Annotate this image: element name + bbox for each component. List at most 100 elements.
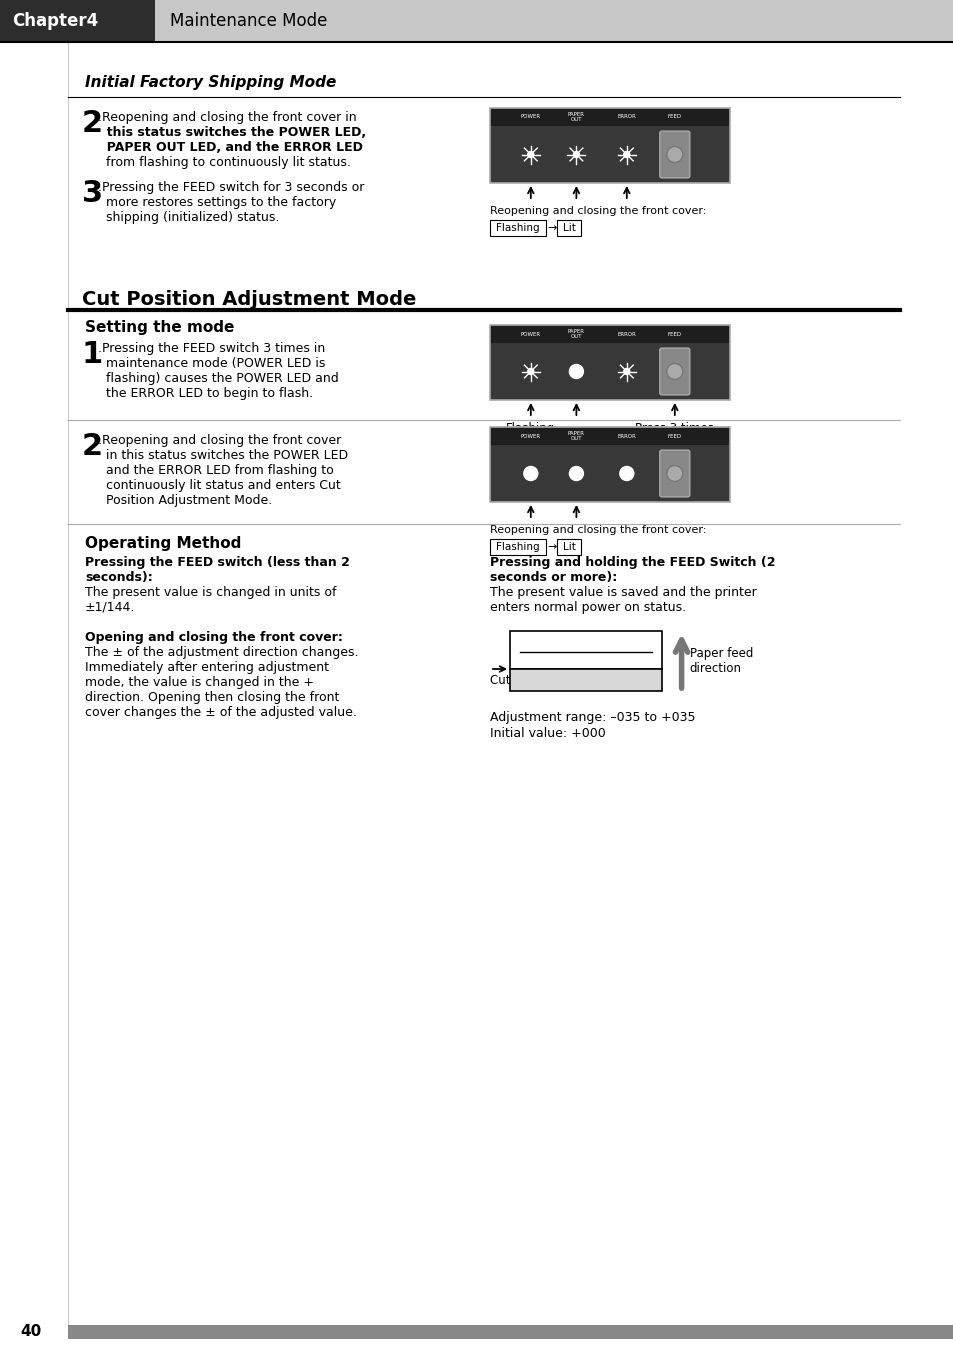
Text: Initial value: +000: Initial value: +000	[490, 727, 605, 740]
Text: PAPER OUT LED, and the ERROR LED: PAPER OUT LED, and the ERROR LED	[98, 141, 362, 154]
Text: flashing) causes the POWER LED and: flashing) causes the POWER LED and	[98, 372, 338, 385]
Text: ERROR: ERROR	[617, 434, 636, 438]
Bar	[490, 324, 729, 400]
Text: Flashing: Flashing	[496, 542, 539, 552]
Text: POWER: POWER	[520, 331, 540, 337]
Circle shape	[569, 365, 583, 379]
Bar	[510, 669, 661, 691]
Bar	[490, 427, 729, 502]
Bar	[490, 343, 729, 400]
Text: The present value is saved and the printer: The present value is saved and the print…	[490, 585, 756, 599]
Text: 1: 1	[82, 339, 103, 369]
Circle shape	[527, 369, 534, 375]
Bar	[490, 108, 729, 183]
Text: ERROR: ERROR	[617, 115, 636, 119]
Text: 2: 2	[82, 110, 103, 138]
Text: the ERROR LED to begin to flash.: the ERROR LED to begin to flash.	[98, 387, 313, 400]
Text: Operating Method: Operating Method	[85, 535, 241, 552]
Text: 2: 2	[82, 433, 103, 461]
Text: Position Adjustment Mode.: Position Adjustment Mode.	[98, 493, 272, 507]
Text: 40: 40	[20, 1325, 41, 1340]
Text: mode, the value is changed in the +: mode, the value is changed in the +	[85, 676, 314, 690]
Text: ±1/144.: ±1/144.	[85, 602, 135, 614]
Text: Cut Position Adjustment Mode: Cut Position Adjustment Mode	[82, 289, 416, 310]
Text: FEED: FEED	[667, 434, 681, 438]
Text: Chapter4: Chapter4	[12, 12, 98, 30]
Circle shape	[623, 369, 629, 375]
Text: .Pressing the FEED switch 3 times in: .Pressing the FEED switch 3 times in	[98, 342, 325, 356]
Text: .Pressing the FEED switch for 3 seconds or: .Pressing the FEED switch for 3 seconds …	[98, 181, 364, 193]
Text: FEED: FEED	[667, 115, 681, 119]
Bar	[557, 220, 580, 237]
Text: →: →	[547, 223, 557, 233]
Circle shape	[619, 466, 633, 480]
Text: direction. Opening then closing the front: direction. Opening then closing the fron…	[85, 691, 339, 704]
Bar	[68, 1325, 953, 1338]
Text: Press 3 times: Press 3 times	[635, 422, 714, 435]
Bar	[490, 539, 545, 556]
Text: Lit: Lit	[562, 542, 575, 552]
Bar	[490, 427, 729, 445]
Text: Maintenance Mode: Maintenance Mode	[170, 12, 327, 30]
Bar	[557, 539, 580, 556]
Text: shipping (initialized) status.: shipping (initialized) status.	[98, 211, 279, 224]
Circle shape	[527, 151, 534, 157]
Text: Flashing: Flashing	[506, 422, 555, 435]
Text: 3: 3	[82, 178, 103, 208]
Text: →: →	[547, 542, 557, 552]
Bar	[490, 324, 729, 343]
Text: PAPER
OUT: PAPER OUT	[567, 431, 584, 441]
Text: Paper feed
direction: Paper feed direction	[689, 648, 752, 675]
Bar	[154, 0, 953, 42]
Text: Reopening and closing the front cover:: Reopening and closing the front cover:	[490, 206, 705, 216]
Text: enters normal power on status.: enters normal power on status.	[490, 602, 685, 614]
Text: FEED: FEED	[667, 331, 681, 337]
Text: Pressing the FEED switch (less than 2: Pressing the FEED switch (less than 2	[85, 556, 350, 569]
Text: Adjustment range: –035 to +035: Adjustment range: –035 to +035	[490, 711, 695, 725]
Text: .Reopening and closing the front cover in: .Reopening and closing the front cover i…	[98, 111, 356, 124]
Text: Initial Factory Shipping Mode: Initial Factory Shipping Mode	[85, 74, 336, 91]
Bar	[490, 445, 729, 502]
Bar	[490, 220, 545, 237]
Text: ERROR: ERROR	[617, 331, 636, 337]
Text: The present value is changed in units of: The present value is changed in units of	[85, 585, 336, 599]
Text: PAPER
OUT: PAPER OUT	[567, 329, 584, 339]
Text: Opening and closing the front cover:: Opening and closing the front cover:	[85, 631, 342, 644]
Text: more restores settings to the factory: more restores settings to the factory	[98, 196, 335, 210]
Text: Lit: Lit	[562, 223, 575, 233]
Circle shape	[623, 151, 629, 157]
Text: Immediately after entering adjustment: Immediately after entering adjustment	[85, 661, 329, 675]
Text: maintenance mode (POWER LED is: maintenance mode (POWER LED is	[98, 357, 325, 370]
Circle shape	[523, 466, 537, 480]
Text: The ± of the adjustment direction changes.: The ± of the adjustment direction change…	[85, 646, 358, 658]
FancyBboxPatch shape	[659, 131, 689, 178]
Text: this status switches the POWER LED,: this status switches the POWER LED,	[98, 126, 366, 139]
Text: Flashing: Flashing	[496, 223, 539, 233]
Circle shape	[666, 364, 682, 380]
Text: in this status switches the POWER LED: in this status switches the POWER LED	[98, 449, 348, 462]
Circle shape	[573, 151, 578, 157]
Circle shape	[666, 146, 682, 162]
Text: seconds):: seconds):	[85, 571, 152, 584]
Text: from flashing to continuously lit status.: from flashing to continuously lit status…	[98, 155, 351, 169]
Text: seconds or more):: seconds or more):	[490, 571, 617, 584]
Text: Pressing and holding the FEED Switch (2: Pressing and holding the FEED Switch (2	[490, 556, 775, 569]
Bar	[0, 0, 154, 42]
Text: Reopening and closing the front cover:: Reopening and closing the front cover:	[490, 525, 705, 535]
FancyBboxPatch shape	[659, 347, 689, 395]
Text: Cut position: Cut position	[490, 675, 560, 687]
Bar	[490, 108, 729, 126]
Text: continuously lit status and enters Cut: continuously lit status and enters Cut	[98, 479, 340, 492]
Circle shape	[569, 466, 583, 480]
Text: POWER: POWER	[520, 115, 540, 119]
FancyBboxPatch shape	[659, 450, 689, 498]
Text: PAPER
OUT: PAPER OUT	[567, 112, 584, 122]
Bar	[490, 126, 729, 183]
Text: and the ERROR LED from flashing to: and the ERROR LED from flashing to	[98, 464, 334, 477]
Text: cover changes the ± of the adjusted value.: cover changes the ± of the adjusted valu…	[85, 706, 356, 719]
Circle shape	[666, 465, 682, 481]
Text: .Reopening and closing the front cover: .Reopening and closing the front cover	[98, 434, 341, 448]
Text: Setting the mode: Setting the mode	[85, 320, 234, 335]
Text: POWER: POWER	[520, 434, 540, 438]
Bar	[510, 631, 661, 669]
